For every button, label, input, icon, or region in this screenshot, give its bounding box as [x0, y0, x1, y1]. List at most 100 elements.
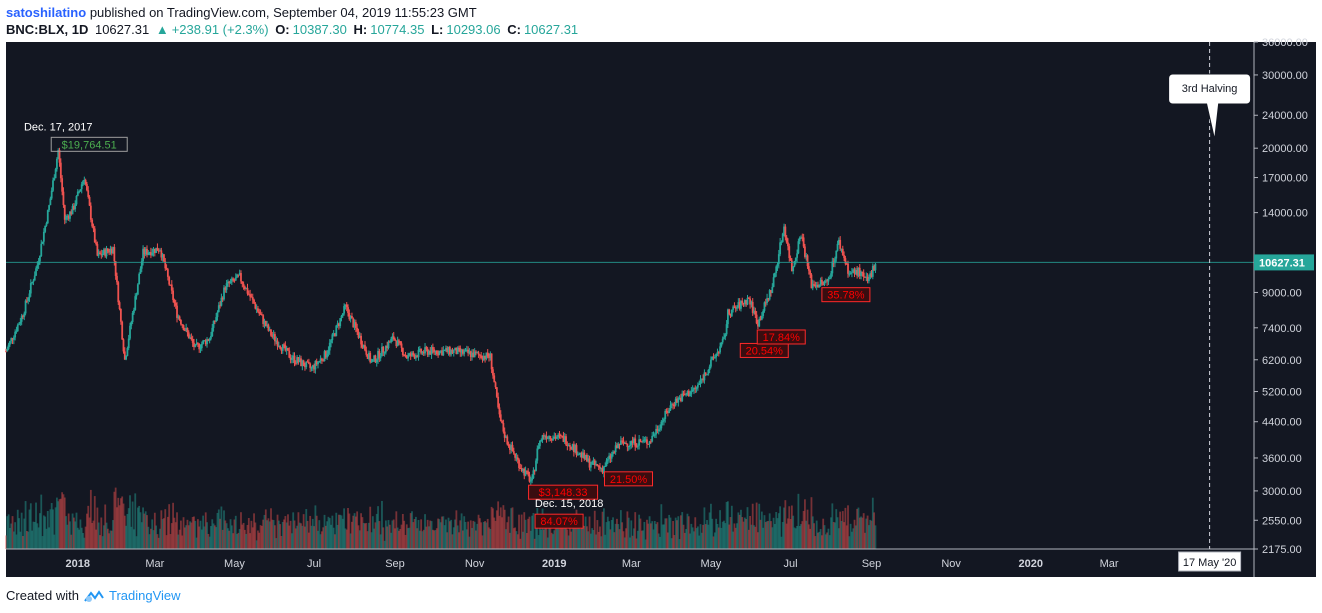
candle-body	[476, 352, 479, 354]
volume-bar	[676, 520, 678, 549]
candle-body	[790, 260, 793, 272]
volume-bar	[420, 519, 423, 549]
volume-bar	[405, 524, 408, 549]
candle-body	[820, 279, 823, 282]
candle-body	[32, 280, 35, 282]
candle-body	[570, 446, 573, 450]
volume-bar	[283, 519, 285, 549]
candle-body	[138, 273, 141, 285]
candle-body	[715, 353, 718, 358]
y-tick-label: 3600.00	[1262, 453, 1302, 465]
volume-bar	[588, 516, 591, 549]
volume-bar	[10, 523, 13, 549]
author-link[interactable]: satoshilatino	[6, 5, 87, 20]
volume-bar	[693, 531, 695, 549]
candle-body	[674, 398, 677, 406]
volume-bar	[813, 523, 815, 549]
volume-bar	[630, 520, 633, 549]
volume-bar	[473, 521, 476, 549]
volume-bar	[820, 535, 823, 549]
volume-bar	[600, 536, 603, 549]
candle-body	[649, 441, 652, 443]
volume-bar	[589, 533, 592, 549]
volume-bar	[238, 528, 241, 549]
candle-body	[178, 316, 181, 320]
volume-bar	[792, 515, 795, 549]
volume-bar	[689, 533, 691, 549]
volume-bar	[437, 518, 440, 549]
candle-body	[270, 329, 272, 336]
volume-bar	[59, 498, 62, 549]
volume-bar	[438, 519, 441, 549]
volume-bar	[745, 519, 748, 549]
candle-body	[676, 398, 678, 403]
volume-bar	[243, 529, 246, 549]
candle-body	[95, 242, 97, 245]
y-tick-label: 24000.00	[1262, 110, 1308, 122]
annotation-box	[821, 287, 871, 303]
candle-body	[822, 281, 825, 285]
volume-bar	[140, 522, 143, 549]
volume-bar	[396, 527, 399, 549]
candle-body	[234, 277, 237, 281]
volume-bar	[404, 534, 407, 549]
volume-bar	[682, 524, 685, 549]
volume-bar	[858, 517, 861, 549]
candle-body	[681, 393, 684, 401]
volume-bar	[177, 534, 180, 549]
candle-body	[191, 339, 194, 343]
candle-body	[328, 342, 331, 351]
volume-bar	[539, 515, 541, 549]
volume-bar	[339, 514, 342, 549]
volume-bar	[758, 503, 761, 549]
tradingview-brand[interactable]: TradingView	[108, 588, 181, 603]
candle-body	[712, 356, 715, 359]
volume-bar	[720, 527, 723, 549]
candle-body	[189, 337, 191, 339]
volume-bar	[383, 540, 386, 549]
candle-body	[827, 278, 830, 282]
volume-bar	[196, 519, 199, 549]
candle-body	[781, 233, 784, 242]
candle-body	[805, 255, 808, 257]
candle-body	[91, 219, 94, 227]
candle-body	[749, 298, 752, 305]
candle-body	[247, 293, 250, 295]
candle-body	[357, 331, 360, 338]
candle-body	[246, 288, 249, 294]
candle-body	[10, 338, 13, 342]
candle-body	[593, 460, 596, 466]
volume-bar	[412, 522, 415, 549]
candle-body	[330, 340, 332, 343]
candle-body	[200, 343, 203, 349]
x-tick-label: Nov	[465, 558, 485, 570]
candle-body	[368, 352, 370, 359]
candle-body	[163, 254, 165, 262]
volume-bar	[257, 530, 259, 549]
candle-body	[49, 198, 52, 206]
volume-bar	[830, 517, 832, 549]
candle-body	[139, 268, 142, 274]
volume-bar	[499, 507, 502, 549]
candle-body	[62, 191, 65, 206]
volume-bar	[763, 515, 766, 549]
candle-body	[186, 328, 189, 333]
candle-body	[446, 348, 449, 352]
volume-bar	[614, 523, 617, 549]
volume-bar	[69, 521, 71, 549]
publish-line: satoshilatino published on TradingView.c…	[6, 5, 477, 20]
candle-body	[116, 275, 118, 283]
candle-body	[835, 250, 838, 259]
candle-body	[754, 310, 757, 315]
volume-bar	[771, 527, 774, 549]
volume-bar	[559, 521, 562, 549]
candle-body	[867, 278, 870, 282]
volume-bar	[403, 520, 406, 549]
candle-body	[133, 309, 135, 313]
volume-bar	[71, 513, 74, 549]
volume-bar	[382, 527, 385, 549]
x-tick-label: Mar	[1100, 558, 1119, 570]
candle-body	[313, 365, 315, 370]
candle-body	[807, 266, 810, 271]
